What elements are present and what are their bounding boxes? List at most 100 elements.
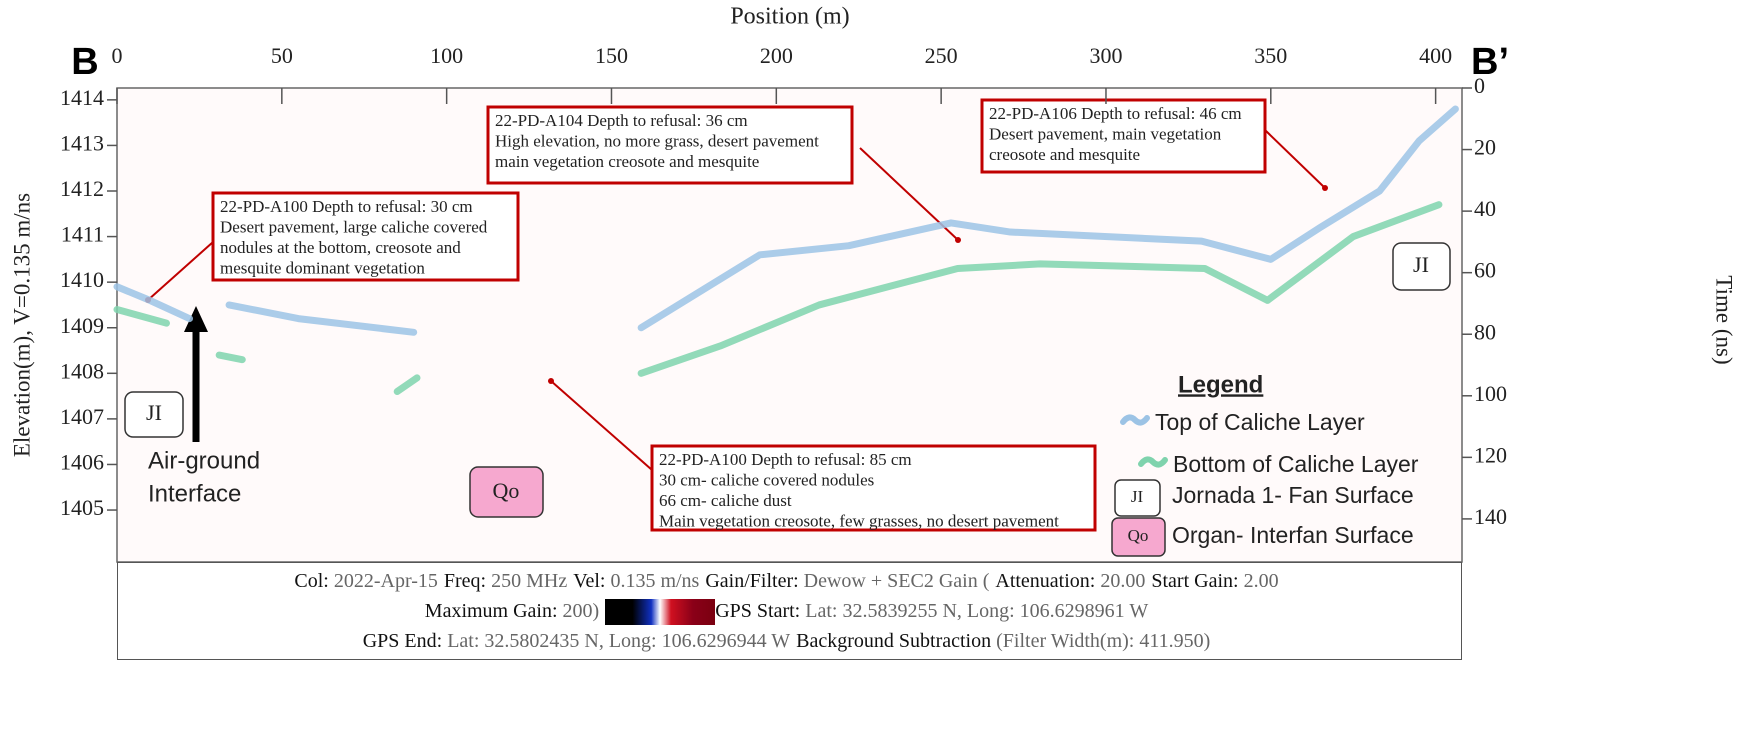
y2-tick-label: 100 — [1474, 381, 1507, 406]
y2-tick-label: 140 — [1474, 504, 1507, 529]
annotation-text: 22-PD-A100 Depth to refusal: 85 cm — [659, 450, 912, 469]
annotation-text: 66 cm- caliche dust — [659, 491, 792, 510]
y-tick-label: 1409 — [60, 313, 104, 338]
legend-label: Organ- Interfan Surface — [1172, 522, 1414, 548]
legend-symbol: JI — [1131, 487, 1144, 506]
legend-title: Legend — [1178, 371, 1263, 398]
annotation-box — [486, 105, 854, 185]
info-line: GPS End: Lat: 32.5802435 N, Long: 106.62… — [118, 626, 1461, 656]
info-key: Attenuation: — [995, 570, 1096, 592]
info-value: Dewow + SEC2 Gain ( — [803, 570, 990, 592]
legend-label: Top of Caliche Layer — [1155, 409, 1365, 435]
info-key: Col: — [294, 570, 329, 592]
info-value: 200) — [562, 600, 600, 622]
annotation — [145, 98, 1328, 532]
y-tick-label: 1405 — [60, 495, 104, 520]
info-key: Start Gain: — [1151, 570, 1239, 592]
arrow-head — [184, 306, 208, 332]
annotation-text: 22-PD-A104 Depth to refusal: 36 cm — [495, 111, 748, 130]
profile-start-label: B — [71, 41, 98, 83]
y-tick-label: 1407 — [60, 404, 104, 429]
surface-box — [124, 391, 184, 438]
legend-label: Jornada 1- Fan Surface — [1172, 482, 1414, 508]
annotation-text: main vegetation creosote and mesquite — [495, 152, 759, 171]
annotation-box — [211, 191, 520, 282]
acquisition-info: Col: 2022-Apr-15 Freq: 250 MHz Vel: 0.135 … — [117, 562, 1462, 660]
y-tick-label: 1408 — [60, 358, 104, 383]
x-tick-label: 0 — [112, 43, 123, 68]
legend-symbol-box — [1111, 517, 1166, 557]
y2-tick-label: 60 — [1474, 258, 1496, 283]
info-value: Lat: 32.5802435 N, Long: 106.6296944 W — [447, 630, 791, 652]
y-tick-label: 1412 — [60, 176, 104, 201]
y2-tick-label: 20 — [1474, 135, 1496, 160]
annotation-text: Desert pavement, main vegetation — [989, 124, 1222, 143]
caliche-line — [113, 105, 1459, 336]
leader-line — [147, 241, 214, 301]
annotation-text: High elevation, no more grass, desert pa… — [495, 131, 819, 150]
info-key: Vel: — [573, 570, 606, 592]
surface-label: JI — [146, 400, 162, 425]
y2-tick-label: 0 — [1474, 73, 1485, 98]
info-line: Col: 2022-Apr-15 Freq: 250 MHz Vel: 0.135 … — [118, 566, 1461, 596]
x-tick-label: 250 — [925, 43, 958, 68]
info-value: 0.135 m/ns — [610, 570, 700, 592]
color-scale — [605, 599, 716, 626]
profile-end-label: B’ — [1471, 41, 1509, 83]
y2-tick-label: 120 — [1474, 442, 1507, 467]
annotation-text: creosote and mesquite — [989, 145, 1140, 164]
y2-tick-label: 80 — [1474, 319, 1496, 344]
x-tick-label: 200 — [760, 43, 793, 68]
info-value: (Filter Width(m): 411.950) — [996, 630, 1211, 652]
arrow-label: Interface — [148, 480, 241, 507]
annotation-text: Desert pavement, large caliche covered — [220, 217, 488, 236]
surface-box — [469, 466, 544, 518]
info-key: Background Subtraction — [796, 630, 992, 652]
annotation-box — [980, 98, 1267, 174]
y-axis-label: Elevation(m), V=0.135 m/ns — [9, 193, 34, 457]
leader-line — [1264, 129, 1326, 189]
x-tick-label: 350 — [1254, 43, 1287, 68]
x-tick-label: 400 — [1419, 43, 1452, 68]
x-tick-label: 300 — [1089, 43, 1122, 68]
legend-swatch — [1120, 414, 1150, 426]
x-tick-label: 150 — [595, 43, 628, 68]
annotation-text: nodules at the bottom, creosote and — [220, 238, 461, 257]
surface-label: Qo — [493, 478, 520, 503]
info-key: Gain/Filter: — [705, 570, 799, 592]
x-tick-label: 100 — [430, 43, 463, 68]
leader-dot — [1322, 185, 1328, 191]
info-line: Maximum Gain: 200) GPS Start: Lat: 32.583… — [118, 596, 1461, 626]
legend-swatch — [1138, 456, 1168, 468]
arrow-label: Air-ground — [148, 447, 260, 474]
surface-label: JI — [1413, 252, 1429, 277]
x-tick-label: 50 — [271, 43, 293, 68]
annotation-box — [650, 444, 1097, 532]
annotation-text: Main vegetation creosote, few grasses, n… — [659, 511, 1059, 530]
info-value: 250 MHz — [491, 570, 568, 592]
annotation-text: 22-PD-A100 Depth to refusal: 30 cm — [220, 197, 473, 216]
legend-symbol: Qo — [1128, 526, 1149, 545]
info-value: 2022-Apr-15 — [333, 570, 438, 592]
y-tick-label: 1406 — [60, 450, 104, 475]
y2-axis-label: Time (ns) — [1712, 275, 1737, 364]
info-value: 2.00 — [1243, 570, 1279, 592]
info-key: Freq: — [443, 570, 487, 592]
info-key: GPS End: — [362, 630, 443, 652]
annotation-text: mesquite dominant vegetation — [220, 258, 425, 277]
annotation-text: 22-PD-A106 Depth to refusal: 46 cm — [989, 104, 1242, 123]
info-key: Maximum Gain: — [424, 600, 558, 622]
y-tick-label: 1413 — [60, 130, 104, 155]
annotation-text: 30 cm- caliche covered nodules — [659, 470, 874, 489]
y-tick-label: 1410 — [60, 267, 104, 292]
y2-tick-label: 40 — [1474, 196, 1496, 221]
surface-box — [1392, 242, 1451, 291]
legend-symbol-box — [1114, 479, 1161, 517]
caliche-line — [113, 201, 1443, 396]
x-axis-label: Position (m) — [730, 4, 849, 30]
y-tick-label: 1414 — [60, 85, 104, 110]
leader-line — [550, 380, 653, 471]
info-key: GPS Start: — [715, 600, 801, 622]
